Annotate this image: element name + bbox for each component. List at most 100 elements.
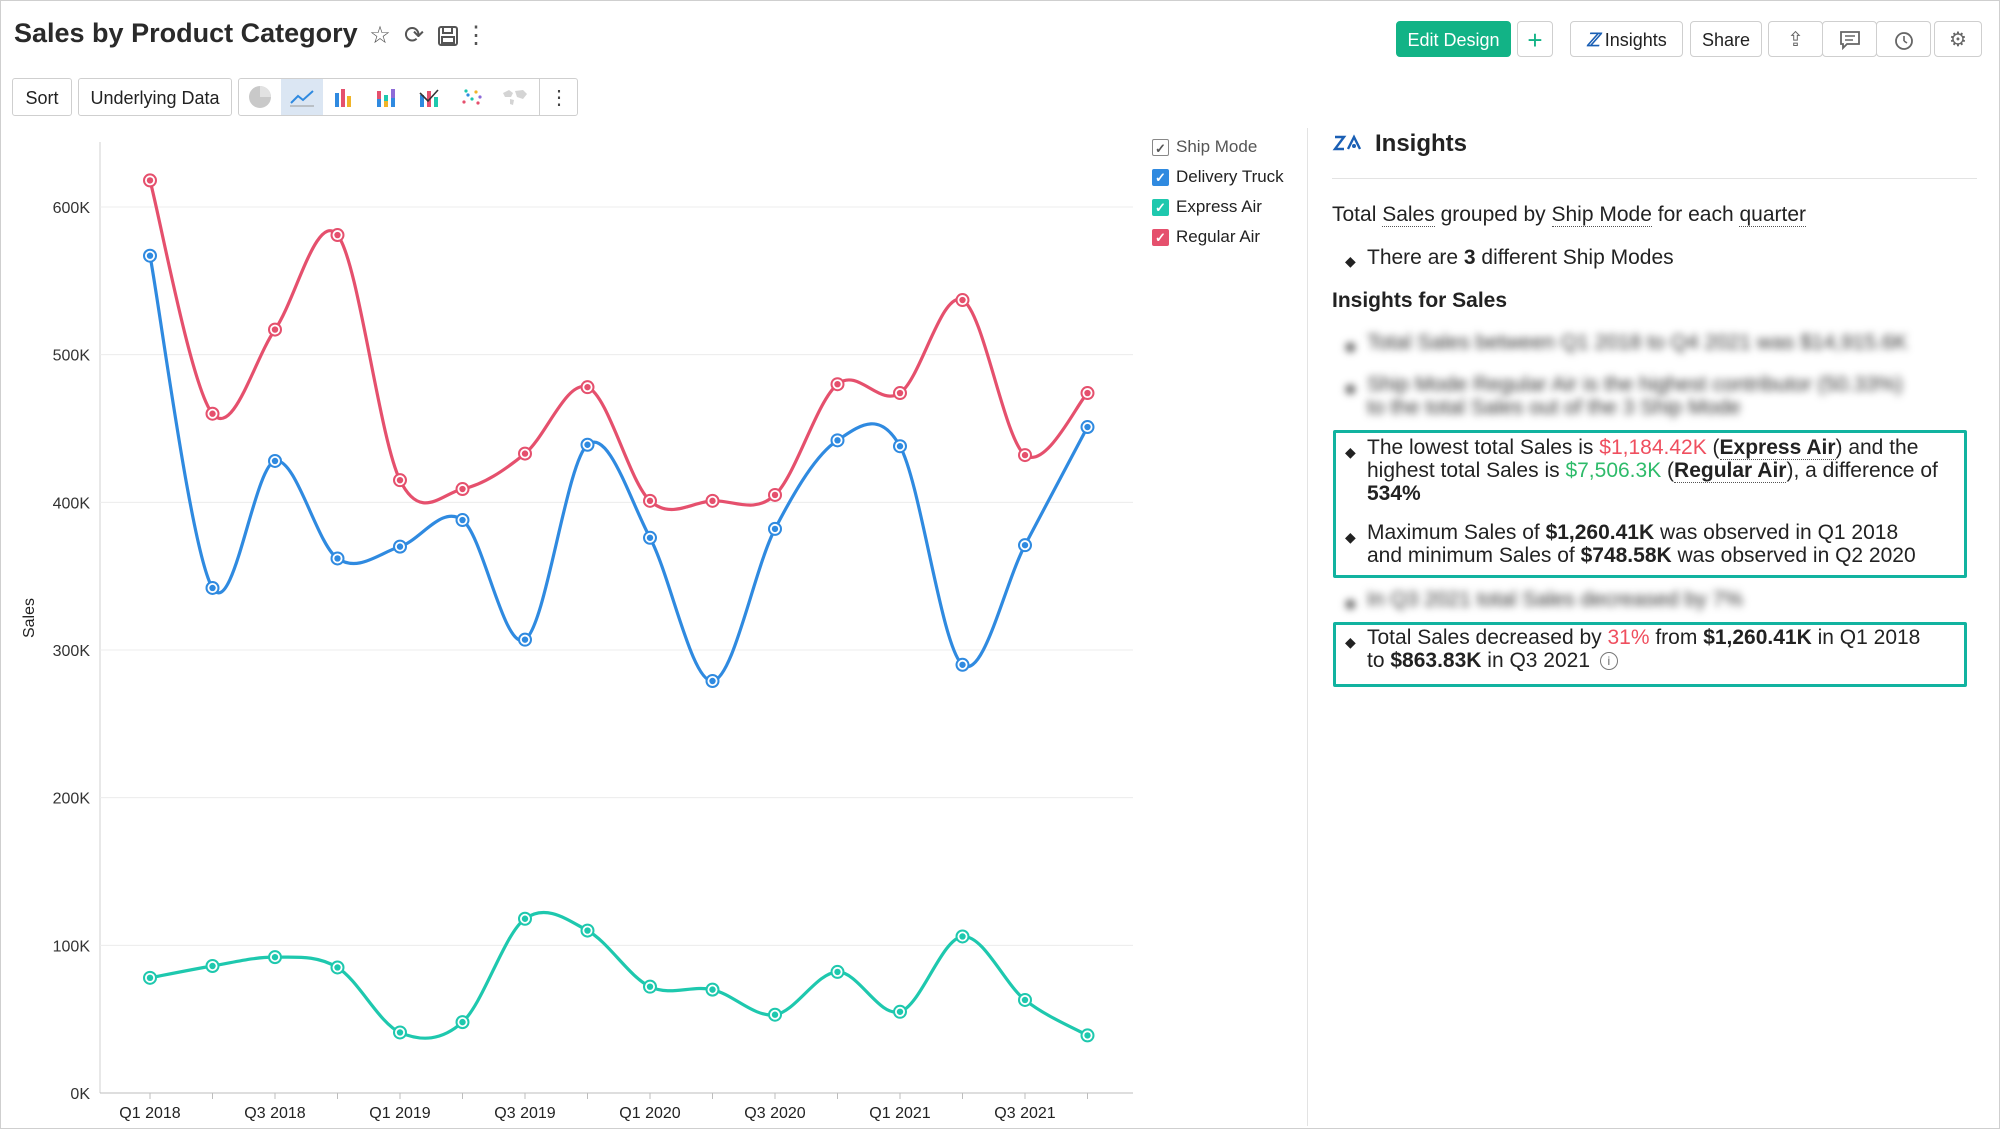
- legend-item-delivery-truck[interactable]: ✓ Delivery Truck: [1152, 162, 1284, 192]
- summary-dimension[interactable]: Ship Mode: [1551, 203, 1652, 227]
- save-icon[interactable]: [434, 22, 462, 50]
- chart-legend: ✓ Ship Mode ✓ Delivery Truck ✓ Express A…: [1152, 132, 1284, 252]
- summary-text: grouped by: [1434, 203, 1552, 226]
- alarm-icon[interactable]: [1876, 21, 1931, 57]
- summary-period[interactable]: quarter: [1739, 203, 1807, 227]
- insight-text: was observed in Q1 2018: [1654, 521, 1899, 544]
- refresh-icon[interactable]: ⟳: [403, 22, 425, 49]
- legend-checkbox-express-air[interactable]: ✓: [1152, 199, 1169, 216]
- insight-text: ), a difference of: [1786, 459, 1938, 482]
- insights-button-label: Insights: [1604, 30, 1667, 50]
- legend-item-express-air[interactable]: ✓ Express Air: [1152, 192, 1284, 222]
- pie-chart-icon[interactable]: [239, 79, 281, 115]
- insight-lowest-highest-line-2: highest total Sales is $7,506.3K (Regula…: [1367, 459, 1938, 483]
- data-point-dot-express-air: [959, 933, 966, 940]
- edit-design-button[interactable]: Edit Design: [1396, 21, 1511, 57]
- legend-checkbox-delivery-truck[interactable]: ✓: [1152, 169, 1169, 186]
- stacked-bar-icon[interactable]: [366, 79, 408, 115]
- export-icon[interactable]: ⇪: [1768, 21, 1823, 57]
- data-point-dot-express-air: [584, 927, 591, 934]
- more-chart-types-icon[interactable]: ⋮: [539, 79, 578, 115]
- x-tick-label: Q1 2018: [119, 1105, 180, 1122]
- insight-count: There are 3 different Ship Modes: [1367, 246, 1674, 270]
- comment-icon[interactable]: [1822, 21, 1877, 57]
- data-point-dot-regular-air: [584, 383, 591, 391]
- min-value: $748.58K: [1580, 544, 1672, 567]
- blurred-insight-q3: In Q3 2021 total Sales decreased by 7%: [1367, 588, 1743, 611]
- bullet-icon: ◆: [1345, 380, 1356, 396]
- line-chart-icon[interactable]: [281, 79, 323, 115]
- highlighted-insight-box: [1333, 430, 1967, 578]
- x-tick-label: Q3 2020: [744, 1105, 805, 1122]
- lowest-ship-mode[interactable]: Express Air: [1719, 436, 1836, 460]
- page-title: Sales by Product Category: [14, 18, 358, 48]
- combo-chart-icon[interactable]: [409, 79, 451, 115]
- x-tick-label: Q1 2021: [869, 1105, 930, 1122]
- legend-label: Delivery Truck: [1176, 167, 1284, 186]
- data-point-dot-regular-air: [1084, 389, 1091, 397]
- highlighted-insight-box: [1333, 622, 1967, 687]
- data-point-dot-delivery-truck: [209, 584, 216, 592]
- data-point-dot-express-air: [271, 953, 279, 961]
- info-icon[interactable]: i: [1599, 652, 1618, 670]
- highest-ship-mode[interactable]: Regular Air: [1674, 459, 1787, 483]
- count-value: 3: [1463, 246, 1476, 269]
- bullet-icon: ◆: [1345, 253, 1356, 269]
- insights-summary: Total Sales grouped by Ship Mode for eac…: [1332, 203, 1807, 227]
- data-point-dot-express-air: [834, 968, 841, 976]
- add-button[interactable]: +: [1517, 21, 1553, 57]
- data-point-dot-express-air: [1084, 1032, 1091, 1039]
- from-value: $1,260.41K: [1703, 626, 1812, 649]
- data-point-dot-delivery-truck: [1021, 541, 1029, 549]
- blurred-insight-total: Total Sales between Q1 2018 to Q4 2021 w…: [1367, 331, 1908, 354]
- max-value: $1,260.41K: [1545, 521, 1655, 544]
- insight-lowest-highest-line-1: The lowest total Sales is $1,184.42K (Ex…: [1367, 436, 1918, 460]
- y-tick-label: 600K: [53, 200, 91, 217]
- legend-item-regular-air[interactable]: ✓ Regular Air: [1152, 222, 1284, 252]
- legend-title[interactable]: ✓ Ship Mode: [1152, 132, 1284, 162]
- bar-chart-icon[interactable]: [324, 79, 366, 115]
- y-tick-label: 100K: [53, 938, 91, 955]
- scatter-chart-icon[interactable]: [451, 79, 493, 115]
- data-point-dot-regular-air: [834, 381, 841, 388]
- insight-text: was observed in Q2 2020: [1671, 544, 1916, 567]
- insight-text: highest total Sales is: [1367, 459, 1566, 482]
- star-icon[interactable]: ☆: [369, 22, 391, 49]
- data-point-dot-express-air: [146, 974, 154, 982]
- underlying-data-button[interactable]: Underlying Data: [78, 78, 232, 116]
- insight-text: (: [1661, 459, 1675, 482]
- sort-button[interactable]: Sort: [12, 78, 72, 116]
- legend-checkbox-regular-air[interactable]: ✓: [1152, 229, 1169, 246]
- data-point-dot-regular-air: [209, 410, 216, 417]
- insights-section-title: Insights for Sales: [1332, 289, 1508, 312]
- insight-decrease-line-2: to $863.83K in Q3 2021 i: [1367, 649, 1618, 673]
- settings-gear-icon[interactable]: ⚙: [1934, 21, 1982, 57]
- blurred-insight-contributor-2: to the total Sales out of the 3 Ship Mod…: [1367, 396, 1741, 419]
- lowest-value: $1,184.42K: [1599, 436, 1707, 459]
- y-tick-label: 0K: [70, 1086, 90, 1103]
- series-line-express-air: [149, 910, 1089, 1040]
- more-options-icon[interactable]: ⋮: [464, 22, 488, 49]
- data-point-dot-delivery-truck: [334, 555, 341, 562]
- data-point-dot-regular-air: [521, 450, 529, 457]
- legend-title-checkbox[interactable]: ✓: [1152, 139, 1169, 156]
- data-point-dot-delivery-truck: [896, 443, 904, 450]
- panel-divider: [1307, 128, 1308, 1126]
- data-point-dot-delivery-truck: [834, 437, 841, 444]
- summary-measure[interactable]: Sales: [1382, 203, 1435, 227]
- y-tick-label: 300K: [53, 643, 91, 660]
- count-text: different Ship Modes: [1475, 246, 1674, 269]
- data-point-dot-express-air: [1021, 996, 1029, 1004]
- data-point-dot-regular-air: [896, 389, 904, 397]
- data-point-dot-delivery-truck: [271, 457, 279, 465]
- data-point-dot-regular-air: [334, 231, 341, 239]
- y-tick-label: 500K: [53, 348, 91, 365]
- data-point-dot-regular-air: [709, 497, 716, 505]
- data-point-dot-regular-air: [1021, 451, 1029, 459]
- insights-button[interactable]: ℤ Insights: [1570, 21, 1683, 57]
- x-tick-label: Q1 2019: [369, 1105, 430, 1122]
- x-tick-label: Q3 2018: [244, 1105, 305, 1122]
- map-chart-icon[interactable]: [494, 79, 536, 115]
- decrease-percent: 31%: [1607, 626, 1650, 649]
- share-button[interactable]: Share: [1690, 21, 1762, 57]
